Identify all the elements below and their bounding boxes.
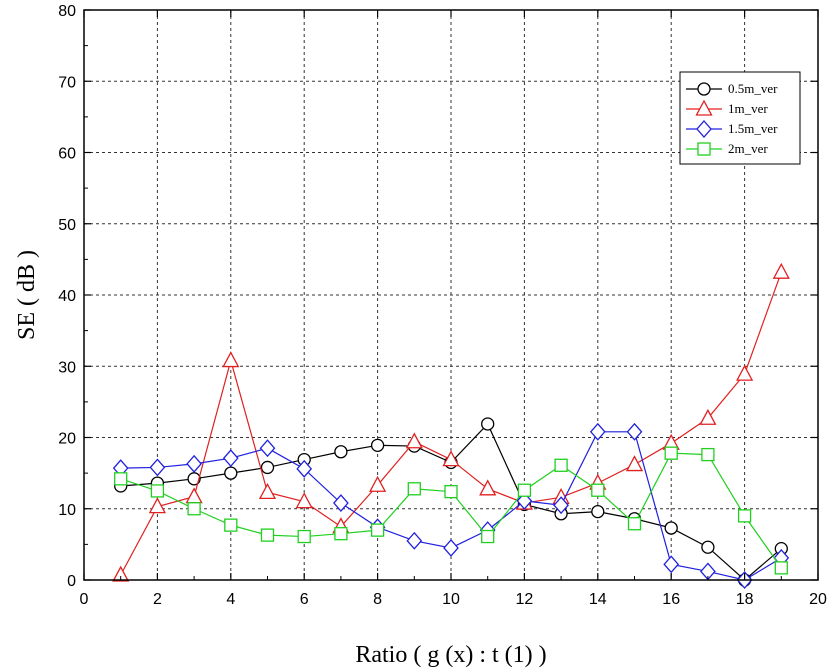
data-point [663, 555, 680, 574]
x-tick-label: 4 [226, 591, 235, 608]
x-tick-label: 6 [300, 591, 309, 608]
data-point [260, 460, 275, 475]
data-point [333, 494, 349, 513]
y-tick-label: 70 [58, 74, 76, 91]
data-point [334, 445, 348, 459]
data-point [370, 438, 385, 452]
data-point [222, 351, 240, 368]
legend-label: 1m_ver [728, 101, 768, 116]
x-tick-label: 16 [662, 591, 680, 608]
data-point [481, 529, 495, 544]
y-axis: 0 10 20 30 40 50 60 70 80 [58, 3, 818, 590]
data-point [664, 446, 678, 460]
legend-label: 0.5m_ver [728, 81, 778, 96]
data-point [297, 529, 311, 544]
legend-item: 2m_ver [686, 141, 768, 156]
data-point [369, 475, 387, 492]
data-point [150, 484, 165, 498]
data-point [260, 528, 275, 542]
data-point [334, 527, 348, 541]
series-1-5m-ver [112, 422, 790, 589]
data-point [187, 502, 201, 516]
data-point [186, 454, 202, 473]
data-point [370, 523, 385, 537]
data-point [591, 504, 605, 519]
legend-label: 2m_ver [728, 141, 768, 156]
data-point [148, 497, 166, 514]
data-point [737, 509, 752, 523]
x-tick-label: 2 [153, 591, 162, 608]
y-tick-label: 80 [58, 3, 76, 20]
y-tick-label: 60 [58, 146, 76, 163]
x-tick-label: 0 [80, 591, 89, 608]
data-point [591, 483, 605, 497]
data-point [479, 479, 497, 496]
data-point [258, 482, 277, 500]
data-point [554, 458, 568, 472]
data-point [224, 518, 238, 532]
legend-marker [696, 120, 712, 138]
data-point [295, 492, 313, 509]
legend-marker [697, 142, 711, 156]
legend-item: 1m_ver [686, 99, 768, 116]
series-layer [112, 262, 790, 589]
series-2m-ver [114, 446, 788, 575]
data-point [405, 432, 423, 449]
data-point [625, 455, 644, 472]
legend-label: 1.5m_ver [728, 121, 778, 136]
x-tick-label: 10 [442, 591, 460, 608]
data-point [626, 422, 643, 441]
data-point [481, 417, 495, 431]
data-point [444, 484, 458, 499]
data-point [701, 540, 715, 554]
y-tick-label: 0 [67, 573, 76, 590]
x-axis-title: Ratio ( g (x) : t (1) ) [355, 642, 546, 668]
data-point [296, 459, 313, 478]
data-point [407, 482, 421, 496]
y-tick-label: 10 [58, 502, 76, 519]
data-point [701, 447, 715, 462]
legend-item: 0.5m_ver [686, 81, 778, 96]
x-tick-label: 18 [736, 591, 754, 608]
x-tick-label: 12 [516, 591, 534, 608]
x-axis: 0 2 4 6 8 10 12 14 16 18 20 [80, 10, 827, 608]
data-point [589, 422, 606, 441]
data-point [112, 565, 130, 582]
data-point [259, 439, 276, 458]
data-point [406, 531, 423, 550]
data-point [774, 561, 788, 575]
data-point [224, 466, 238, 480]
data-point [699, 408, 717, 425]
data-point [442, 450, 460, 467]
data-point [516, 491, 533, 510]
data-point [443, 538, 459, 557]
data-point [553, 496, 569, 515]
x-tick-label: 20 [809, 591, 827, 608]
data-point [627, 517, 642, 531]
data-point [772, 262, 790, 279]
legend-marker [695, 99, 713, 116]
y-tick-label: 20 [58, 431, 76, 448]
y-axis-title: SE ( dB ) [14, 250, 40, 340]
data-point [736, 364, 754, 381]
y-tick-label: 50 [58, 217, 76, 234]
data-point [185, 487, 203, 504]
legend-item: 1.5m_ver [686, 120, 778, 138]
data-point [149, 458, 166, 477]
data-point [114, 472, 128, 486]
legend-marker [697, 82, 711, 96]
y-tick-label: 30 [58, 359, 76, 376]
data-point [222, 449, 239, 468]
x-tick-label: 14 [589, 591, 607, 608]
data-point [664, 521, 678, 535]
x-tick-label: 8 [373, 591, 382, 608]
legend: 0.5m_ver 1m_ver 1.5m_ver 2m_ver [679, 71, 801, 165]
data-point [517, 483, 532, 497]
y-tick-label: 40 [58, 288, 76, 305]
